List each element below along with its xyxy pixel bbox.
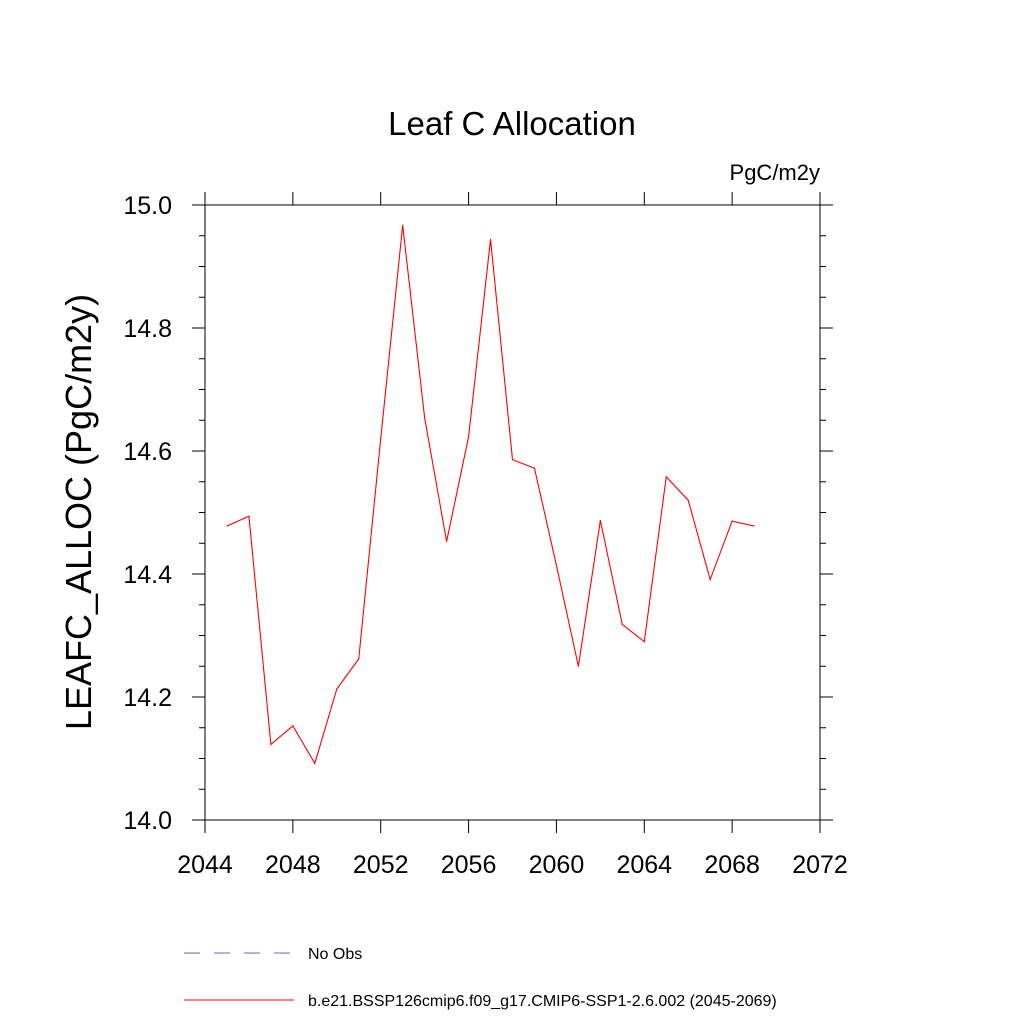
data-point: [489, 238, 492, 241]
data-point: [577, 665, 579, 667]
plot-area: 2044 2048 2052 2056 2060 2064 2068 2072 14.0 14.2…: [123, 192, 848, 879]
x-tick-label: 2064: [616, 851, 672, 879]
y-tick-label: 15.0: [123, 192, 172, 220]
data-point: [270, 743, 272, 745]
y-tick-label: 14.8: [123, 315, 172, 343]
x-tick-label: 2048: [265, 851, 321, 879]
y-tick-label: 14.0: [123, 807, 172, 835]
data-point: [731, 520, 733, 522]
legend-label-0: No Obs: [308, 946, 362, 963]
y-tick-label: 14.4: [123, 561, 172, 589]
x-tick-label: 2052: [353, 851, 409, 879]
legend: No Obs b.e21.BSSP126cmip6.f09_g17.CMIP6-S…: [184, 946, 777, 1010]
legend-label-1: b.e21.BSSP126cmip6.f09_g17.CMIP6-SSP1-2.…: [308, 993, 777, 1010]
data-point: [292, 725, 294, 727]
series-line-0: [226, 225, 755, 765]
data-point: [533, 467, 536, 469]
data-point: [665, 476, 667, 478]
data-point: [621, 623, 623, 626]
data-point: [709, 578, 711, 581]
y-tick-label: 14.6: [123, 438, 172, 466]
x-tick-label: 2044: [177, 851, 233, 879]
data-point: [555, 564, 558, 566]
y-axis-label: LEAFC_ALLOC (PgC/m2y): [58, 294, 99, 730]
x-tick-label: 2060: [529, 851, 585, 879]
units-label: PgC/m2y: [730, 160, 820, 185]
data-point: [511, 459, 514, 461]
data-point: [687, 499, 689, 501]
data-point: [402, 224, 404, 226]
data-point: [467, 436, 470, 438]
data-point: [226, 525, 228, 527]
data-point: [358, 658, 360, 660]
data-point: [446, 540, 448, 543]
x-tick-label: 2056: [441, 851, 497, 879]
x-tick-label: 2068: [704, 851, 760, 879]
data-point: [336, 688, 338, 690]
data-point: [643, 641, 645, 643]
chart-title: Leaf C Allocation: [388, 105, 636, 142]
data-point: [248, 515, 250, 517]
data-point: [753, 525, 755, 527]
y-tick-label: 14.2: [123, 684, 172, 712]
plot-frame: [204, 204, 821, 821]
data-point: [599, 519, 601, 522]
data-point: [314, 762, 316, 765]
x-tick-label: 2072: [792, 851, 848, 879]
data-point: [380, 438, 382, 440]
data-point: [424, 417, 426, 419]
